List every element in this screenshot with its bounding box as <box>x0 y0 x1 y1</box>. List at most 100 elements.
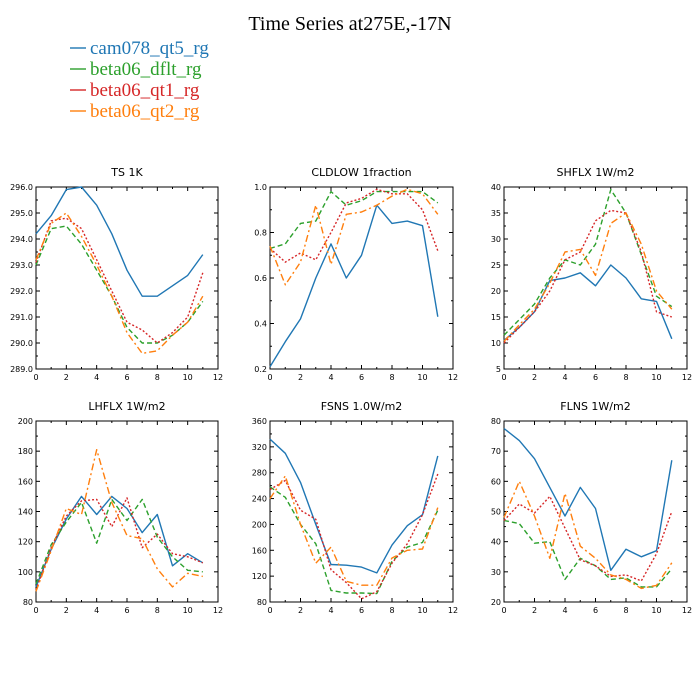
x-tick-label: 12 <box>448 606 458 615</box>
y-tick-label: 200 <box>252 520 267 529</box>
x-tick-label: 4 <box>328 606 333 615</box>
x-tick-label: 2 <box>532 373 537 382</box>
series-line-beta06_qt1_rg <box>503 495 673 582</box>
y-tick-label: 30 <box>491 235 501 244</box>
series-line-beta06_dflt_rg <box>503 519 673 588</box>
series-line-beta06_dflt_rg <box>35 498 203 585</box>
y-tick-label: 160 <box>252 546 267 555</box>
chart-panel: TS 1K 0 2 4 6 8 10 12 289.0 290.0 291.0 292.0 293.0 2… <box>10 166 223 382</box>
y-tick-label: 35 <box>491 209 501 218</box>
y-tick-label: 5 <box>496 365 501 374</box>
x-tick-label: 4 <box>94 373 99 382</box>
x-tick-label: 10 <box>417 606 427 615</box>
x-tick-label: 0 <box>267 606 272 615</box>
x-tick-label: 0 <box>501 373 506 382</box>
legend-label: cam078_qt5_rg <box>90 38 209 59</box>
x-tick-label: 6 <box>593 373 598 382</box>
legend-label: beta06_qt1_rg <box>90 80 200 101</box>
x-tick-label: 2 <box>532 606 537 615</box>
y-tick-label: 80 <box>23 598 33 607</box>
x-tick-label: 6 <box>593 606 598 615</box>
y-tick-label: 291.0 <box>10 313 33 322</box>
x-tick-label: 8 <box>623 606 628 615</box>
chart-panel: FSNS 1.0W/m2 0 2 4 6 8 10 12 80 120 160 200 240 280 32… <box>252 400 458 615</box>
series-line-beta06_qt2_rg <box>269 188 439 286</box>
x-tick-label: 0 <box>33 606 38 615</box>
series-line-beta06_dflt_rg <box>269 486 439 595</box>
y-tick-label: 10 <box>491 339 501 348</box>
x-tick-label: 8 <box>155 373 160 382</box>
plot-frame <box>503 186 688 370</box>
x-tick-label: 4 <box>562 373 567 382</box>
chart-panel: SHFLX 1W/m2 0 2 4 6 8 10 12 5 10 15 20 25 30 35 40 <box>491 166 692 382</box>
legend-item: beta06_qt1_rg <box>70 80 200 101</box>
y-tick-label: 289.0 <box>10 365 33 374</box>
y-tick-label: 120 <box>18 538 33 547</box>
panel-title: FLNS 1W/m2 <box>560 400 630 413</box>
y-tick-label: 70 <box>491 447 501 456</box>
series-line-beta06_qt1_rg <box>269 188 439 263</box>
plot-frame <box>269 186 454 370</box>
series-line-beta06_qt2_rg <box>35 449 203 592</box>
y-tick-label: 295.0 <box>10 209 33 218</box>
legend-item: beta06_qt2_rg <box>70 101 200 122</box>
x-tick-label: 10 <box>417 373 427 382</box>
x-tick-label: 0 <box>267 373 272 382</box>
x-tick-label: 2 <box>64 373 69 382</box>
y-tick-label: 160 <box>18 477 33 486</box>
y-tick-label: 290.0 <box>10 339 33 348</box>
x-tick-label: 6 <box>124 606 129 615</box>
y-tick-label: 40 <box>491 538 501 547</box>
legend: cam078_qt5_rg beta06_dflt_rg beta06_qt1_… <box>70 38 209 122</box>
series-line-beta06_qt1_rg <box>503 209 673 344</box>
series-line-beta06_qt1_rg <box>35 217 204 344</box>
x-tick-label: 8 <box>155 606 160 615</box>
x-tick-label: 4 <box>94 606 99 615</box>
series-line-beta06_qt2_rg <box>503 480 673 590</box>
x-tick-label: 12 <box>213 373 223 382</box>
x-tick-label: 12 <box>213 606 223 615</box>
x-tick-label: 10 <box>183 606 193 615</box>
x-tick-label: 10 <box>183 373 193 382</box>
y-tick-label: 60 <box>491 477 501 486</box>
series-line-cam078_qt5_rg <box>35 495 204 588</box>
series-line-beta06_qt2_rg <box>35 212 204 355</box>
panel-title: TS 1K <box>110 166 143 179</box>
x-tick-label: 6 <box>359 373 364 382</box>
x-tick-label: 8 <box>389 606 394 615</box>
y-tick-label: 294.0 <box>10 235 33 244</box>
y-tick-label: 0.6 <box>254 274 267 283</box>
y-tick-label: 360 <box>252 417 267 426</box>
y-tick-label: 20 <box>491 598 501 607</box>
y-tick-label: 0.8 <box>254 229 267 238</box>
y-tick-label: 20 <box>491 287 501 296</box>
chart-panel: FLNS 1W/m2 0 2 4 6 8 10 12 20 30 40 50 60 70 80 <box>491 400 692 615</box>
chart-panel: LHFLX 1W/m2 0 2 4 6 8 10 12 80 100 120 140 160 180 200 <box>18 400 223 615</box>
legend-item: beta06_dflt_rg <box>70 59 202 80</box>
series-line-cam078_qt5_rg <box>503 427 673 571</box>
x-tick-label: 10 <box>651 373 661 382</box>
figure-title: Time Series at275E,-17N <box>248 13 451 35</box>
series-line-beta06_dflt_rg <box>269 190 439 250</box>
plot-frame <box>35 186 219 370</box>
y-tick-label: 0.4 <box>254 320 267 329</box>
series-line-cam078_qt5_rg <box>269 204 439 368</box>
panel-title: LHFLX 1W/m2 <box>88 400 165 413</box>
y-tick-label: 200 <box>18 417 33 426</box>
x-tick-label: 0 <box>501 606 506 615</box>
panel-title: CLDLOW 1fraction <box>311 166 411 179</box>
panels: TS 1K 0 2 4 6 8 10 12 289.0 290.0 291.0 292.0 293.0 2… <box>10 166 692 615</box>
series-line-beta06_qt1_rg <box>269 473 439 600</box>
y-tick-label: 15 <box>491 313 501 322</box>
x-tick-label: 2 <box>298 373 303 382</box>
series-line-beta06_qt1_rg <box>35 497 204 591</box>
y-tick-label: 296.0 <box>10 183 33 192</box>
series-line-cam078_qt5_rg <box>269 438 439 574</box>
y-tick-label: 50 <box>491 508 501 517</box>
x-tick-label: 10 <box>651 606 661 615</box>
series-line-beta06_qt2_rg <box>503 212 673 342</box>
series-line-beta06_dflt_rg <box>35 225 204 344</box>
y-tick-label: 1.0 <box>254 183 267 192</box>
x-tick-label: 12 <box>682 606 692 615</box>
